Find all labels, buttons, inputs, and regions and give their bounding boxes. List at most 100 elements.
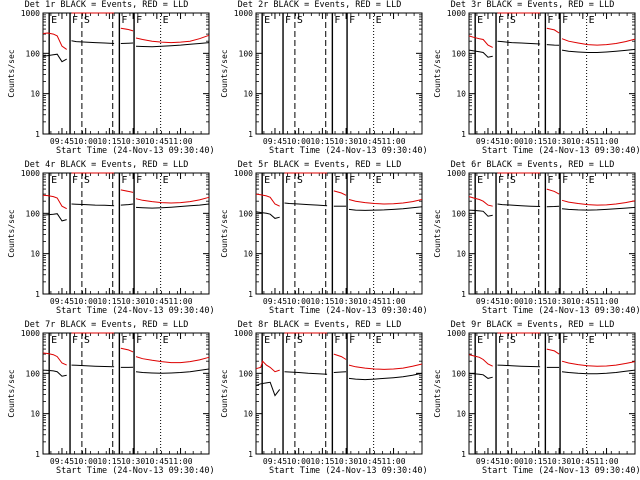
panel-plot: 1 10 100 1000 Counts/sec 09:45 10:00 10:15 10:30… xyxy=(7,329,210,466)
events-series-line xyxy=(468,209,493,217)
y-tick-label: 10 xyxy=(456,410,466,419)
lld-series-line xyxy=(546,27,560,34)
y-tick-label: 100 xyxy=(452,209,467,218)
events-series-line xyxy=(348,206,423,211)
lld-series-line xyxy=(135,356,210,364)
panel-plot: 1 10 100 1000 Counts/sec 09:45 10:00 10:15 10:30… xyxy=(433,329,636,466)
x-tick-label: 10:45 xyxy=(571,297,595,306)
lld-series-line xyxy=(42,194,67,210)
marker-letter: F xyxy=(498,15,504,26)
lld-series-line xyxy=(561,199,636,206)
x-tick-label: 09:45 xyxy=(476,457,500,466)
marker-letter: F xyxy=(72,15,78,26)
marker-letter: S xyxy=(297,15,303,26)
x-tick-label: 09:45 xyxy=(263,137,287,146)
events-series-line xyxy=(135,203,210,209)
x-axis-label: Start Time (24-Nov-13 09:30:40) xyxy=(269,146,428,156)
plot-frame xyxy=(255,332,423,455)
x-tick-label: 10:15 xyxy=(97,297,121,306)
y-axis-label: Counts/sec xyxy=(7,209,16,257)
events-series-line xyxy=(71,203,115,207)
y-tick-label: 100 xyxy=(239,209,254,218)
x-tick-label: 11:00 xyxy=(168,457,192,466)
x-tick-label: 10:45 xyxy=(358,137,382,146)
x-axis-label: Start Time (24-Nov-13 09:30:40) xyxy=(269,466,428,476)
events-series-line xyxy=(255,381,281,397)
panel-plot: 1 10 100 1000 Counts/sec 09:45 10:00 10:15 10:30… xyxy=(433,169,636,306)
lld-series-line xyxy=(42,352,67,366)
lld-series-line xyxy=(333,353,347,360)
x-axis-label: Start Time (24-Nov-13 09:30:40) xyxy=(56,146,215,156)
y-tick-label: 10 xyxy=(243,250,253,259)
marker-letter: S xyxy=(84,15,90,26)
y-tick-label: 1 xyxy=(35,450,40,459)
panel-plot: 1 10 100 1000 Counts/sec 09:45 10:00 10:15 10:30… xyxy=(7,169,210,306)
marker-letter: F xyxy=(121,335,127,346)
x-tick-label: 10:45 xyxy=(145,137,169,146)
x-tick-label: 11:00 xyxy=(594,137,618,146)
plot-frame xyxy=(255,12,423,135)
y-tick-label: 10 xyxy=(456,250,466,259)
y-tick-label: 100 xyxy=(26,209,41,218)
marker-letter: F xyxy=(349,335,355,346)
detector-panel: Det 4r BLACK = Events, RED = LLD 1 10 100 10… xyxy=(0,160,215,320)
detector-panel: Det 2r BLACK = Events, RED = LLD 1 10 100 10… xyxy=(213,0,428,160)
x-tick-label: 10:15 xyxy=(310,137,334,146)
x-tick-label: 10:30 xyxy=(334,457,358,466)
detector-panel: Det 1r BLACK = Events, RED = LLD 1 10 100 10… xyxy=(0,0,215,160)
x-tick-label: 10:00 xyxy=(74,137,98,146)
marker-letter: S xyxy=(297,335,303,346)
y-tick-label: 1 xyxy=(248,130,253,139)
x-axis-label: Start Time (24-Nov-13 09:30:40) xyxy=(56,306,215,316)
marker-letter: F xyxy=(547,15,553,26)
panel-title: Det 7r BLACK = Events, RED = LLD xyxy=(24,320,189,330)
panel-title: Det 3r BLACK = Events, RED = LLD xyxy=(450,0,615,10)
marker-letter: E xyxy=(589,175,595,186)
lld-series-line xyxy=(546,188,560,195)
y-axis-label: Counts/sec xyxy=(7,49,16,97)
panel-title: Det 4r BLACK = Events, RED = LLD xyxy=(24,160,189,170)
x-tick-label: 10:00 xyxy=(287,297,311,306)
y-tick-label: 1 xyxy=(461,450,466,459)
x-tick-label: 09:45 xyxy=(263,457,287,466)
events-series-line xyxy=(42,53,67,63)
x-tick-label: 10:45 xyxy=(145,297,169,306)
marker-letter: F xyxy=(547,175,553,186)
plot-frame xyxy=(42,332,210,455)
x-tick-label: 11:00 xyxy=(381,297,405,306)
y-tick-label: 10 xyxy=(243,90,253,99)
events-series-line xyxy=(497,40,541,45)
x-tick-label: 10:45 xyxy=(358,457,382,466)
marker-letter: F xyxy=(334,15,340,26)
marker-letter: E xyxy=(264,15,270,26)
plot-frame xyxy=(42,172,210,295)
marker-letter: E xyxy=(51,175,57,186)
panel-title: Det 6r BLACK = Events, RED = LLD xyxy=(450,160,615,170)
y-tick-label: 100 xyxy=(26,49,41,58)
y-tick-label: 100 xyxy=(239,369,254,378)
x-tick-label: 10:45 xyxy=(571,137,595,146)
x-tick-label: 09:45 xyxy=(476,137,500,146)
y-tick-label: 100 xyxy=(26,369,41,378)
y-tick-label: 1 xyxy=(248,450,253,459)
marker-letter: E xyxy=(589,15,595,26)
events-series-line xyxy=(546,44,560,46)
marker-letter: E xyxy=(163,175,169,186)
panel-title: Det 5r BLACK = Events, RED = LLD xyxy=(237,160,402,170)
marker-letter: F xyxy=(562,175,568,186)
events-series-line xyxy=(468,372,493,379)
marker-letter: F xyxy=(285,335,291,346)
events-series-line xyxy=(468,49,493,58)
marker-letter: E xyxy=(264,335,270,346)
marker-letter: F xyxy=(285,175,291,186)
x-tick-label: 10:30 xyxy=(334,297,358,306)
marker-letter: E xyxy=(51,15,57,26)
marker-letter: E xyxy=(51,335,57,346)
x-tick-label: 10:30 xyxy=(121,457,145,466)
marker-letter: E xyxy=(376,175,382,186)
events-series-line xyxy=(497,364,541,368)
marker-letter: F xyxy=(136,335,142,346)
y-tick-label: 1000 xyxy=(447,169,466,178)
y-tick-label: 10 xyxy=(30,250,40,259)
